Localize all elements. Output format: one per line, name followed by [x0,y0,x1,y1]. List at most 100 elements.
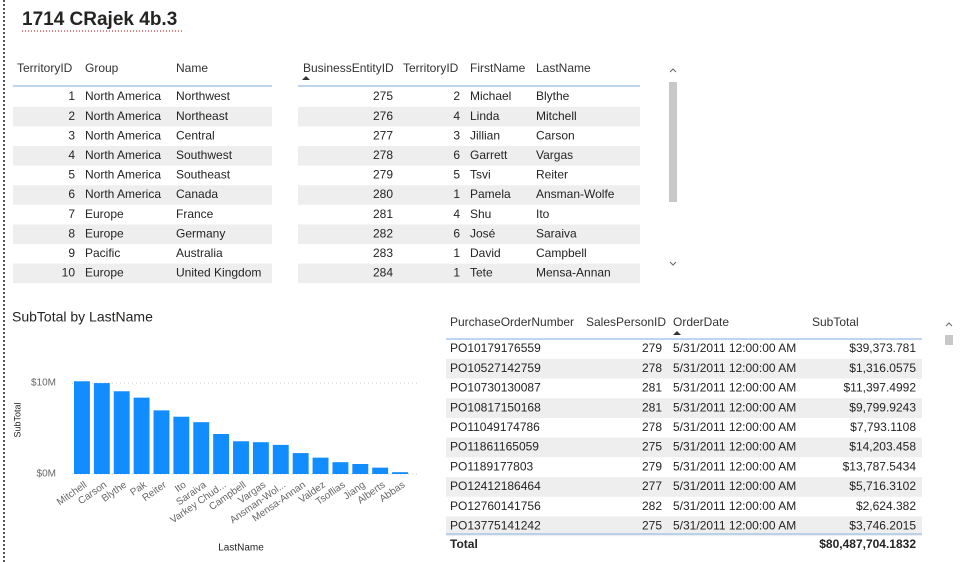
table-cell: Mensa-Annan [536,266,611,280]
bar [312,457,329,474]
scroll-arrows[interactable] [945,322,953,327]
table-cell: 1 [453,187,460,201]
table-cell: 279 [642,459,662,473]
table-cell: Pacific [85,246,120,260]
table-cell: PO12412186464 [450,479,541,493]
column-header[interactable]: SubTotal [812,315,859,329]
table-cell: Europe [85,226,124,240]
table-cell: 5/31/2011 12:00:00 AM [673,400,796,414]
table-cell: 5 [68,168,75,182]
table-cell: PO11861165059 [450,440,539,454]
column-header[interactable]: BusinessEntityID [303,61,394,75]
table-cell: 4 [453,109,460,123]
column-header[interactable]: FirstName [470,61,526,75]
scroll-arrows[interactable] [669,68,677,266]
column-header[interactable]: TerritoryID [17,61,73,75]
table-cell: Reiter [536,168,568,182]
table-cell: 278 [642,420,662,434]
sort-indicator [673,331,681,335]
scrollbar[interactable] [944,315,954,540]
table-cell: Tsvi [470,168,491,182]
bar [233,441,249,474]
column-header[interactable]: OrderDate [673,315,729,329]
column-header[interactable]: LastName [536,61,591,75]
column-header[interactable]: SalesPersonID [586,315,666,329]
table-cell: 282 [642,499,662,513]
table-cell: 3 [68,128,75,142]
row-shade [298,224,640,244]
bar [193,422,210,474]
row-shade [446,398,922,418]
table-cell: 5/31/2011 12:00:00 AM [673,479,796,493]
y-tick-label: $10M [31,378,56,389]
column-header[interactable]: Name [176,61,208,75]
table-cell: North America [85,148,161,162]
table-cell: North America [85,109,161,123]
table-cell: PO10527142759 [450,361,541,375]
table-cell: Southeast [176,168,231,182]
table-cell: 5/31/2011 12:00:00 AM [673,341,796,355]
scroll-thumb[interactable] [945,335,953,345]
table-cell: 5/31/2011 12:00:00 AM [673,440,796,454]
table-cell: $14,203.458 [849,440,916,454]
table-cell: 276 [373,109,393,123]
chart-title: SubTotal by LastName [12,309,153,325]
column-header[interactable]: TerritoryID [403,61,459,75]
table-cell: Vargas [536,148,573,162]
table-cell: Linda [470,109,500,123]
table-cell: PO1189177803 [450,459,534,473]
table-cell: North America [85,128,161,142]
table-cell: Southwest [176,148,233,162]
bar [153,410,170,474]
bar [292,453,309,474]
table-cell: 6 [68,187,75,201]
table-cell: Central [176,128,215,142]
row-shade [298,185,640,205]
column-header[interactable]: Group [85,61,119,75]
bar [173,416,190,474]
table-cell: 284 [373,266,393,280]
bar [252,442,269,474]
table-cell: Saraiva [536,226,577,240]
row-shade [13,224,272,244]
row-shade [13,146,272,166]
bar [392,472,409,474]
row-shade [298,263,640,284]
bar [93,383,110,474]
bar [133,397,150,474]
row-shade [298,106,640,127]
table-cell: 1 [453,266,460,280]
table-cell: Shu [470,207,491,221]
table-cell: Northwest [176,89,231,103]
table-cell: PO10817150168 [450,400,541,414]
table-cell: PO10730130087 [450,381,541,395]
table-cell: 2 [453,89,460,103]
table-cell: 280 [373,187,393,201]
row-shade [446,516,922,537]
table-cell: $3,746.2015 [849,518,916,532]
sort-indicator [302,76,310,80]
row-shade [298,146,640,166]
table-cell: Northeast [176,109,229,123]
table-cell: France [176,207,214,221]
table-cell: 275 [642,518,662,532]
table-cell: PO11049174786 [450,420,540,434]
table-cell: $11,397.4992 [843,381,916,395]
table-cell: 275 [642,440,662,454]
table-cell: 6 [453,226,460,240]
table-cell: José [470,226,496,240]
table-cell: 278 [642,361,662,375]
table-cell: 5/31/2011 12:00:00 AM [673,381,796,395]
row-shade [13,185,272,205]
table-cell: Europe [85,266,124,280]
table-cell: $1,316.0575 [849,361,916,375]
table-cell: 8 [68,226,75,240]
table-cell: 5/31/2011 12:00:00 AM [673,361,796,375]
scroll-thumb[interactable] [669,82,677,202]
table-cell: 281 [642,400,662,414]
table-cell: $13,787.5434 [843,459,917,473]
table-cell: 281 [373,207,393,221]
table-cell: United Kingdom [176,266,261,280]
column-header[interactable]: PurchaseOrderNumber [450,315,574,329]
